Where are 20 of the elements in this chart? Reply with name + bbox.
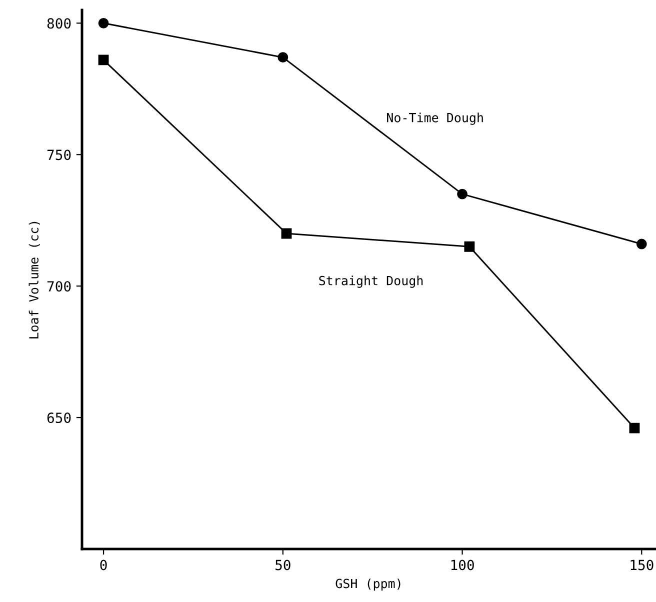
y-tick-label: 750: [47, 150, 71, 160]
point: [98, 18, 109, 28]
y-tick-label: 800: [47, 18, 71, 29]
y-tick-label: 650: [47, 412, 71, 424]
text: Straight Dough: [319, 276, 423, 288]
point: [636, 238, 647, 250]
point: [278, 52, 288, 63]
x-tick-label: 50: [276, 560, 290, 570]
x-axis-title: GSH (ppm): [336, 578, 400, 591]
point: [457, 188, 468, 200]
point: [629, 422, 640, 434]
y-axis-title: Loaf Volume (cc): [28, 222, 40, 338]
point: [464, 241, 475, 252]
x-tick-label: 100: [451, 560, 474, 570]
point: [98, 54, 109, 66]
x-tick-label: 0: [100, 560, 107, 570]
series-label: No-Time Dough: [387, 112, 483, 125]
x-tick-label: 150: [630, 560, 654, 570]
y-tick-label: 700: [47, 281, 71, 292]
point: [281, 228, 292, 239]
